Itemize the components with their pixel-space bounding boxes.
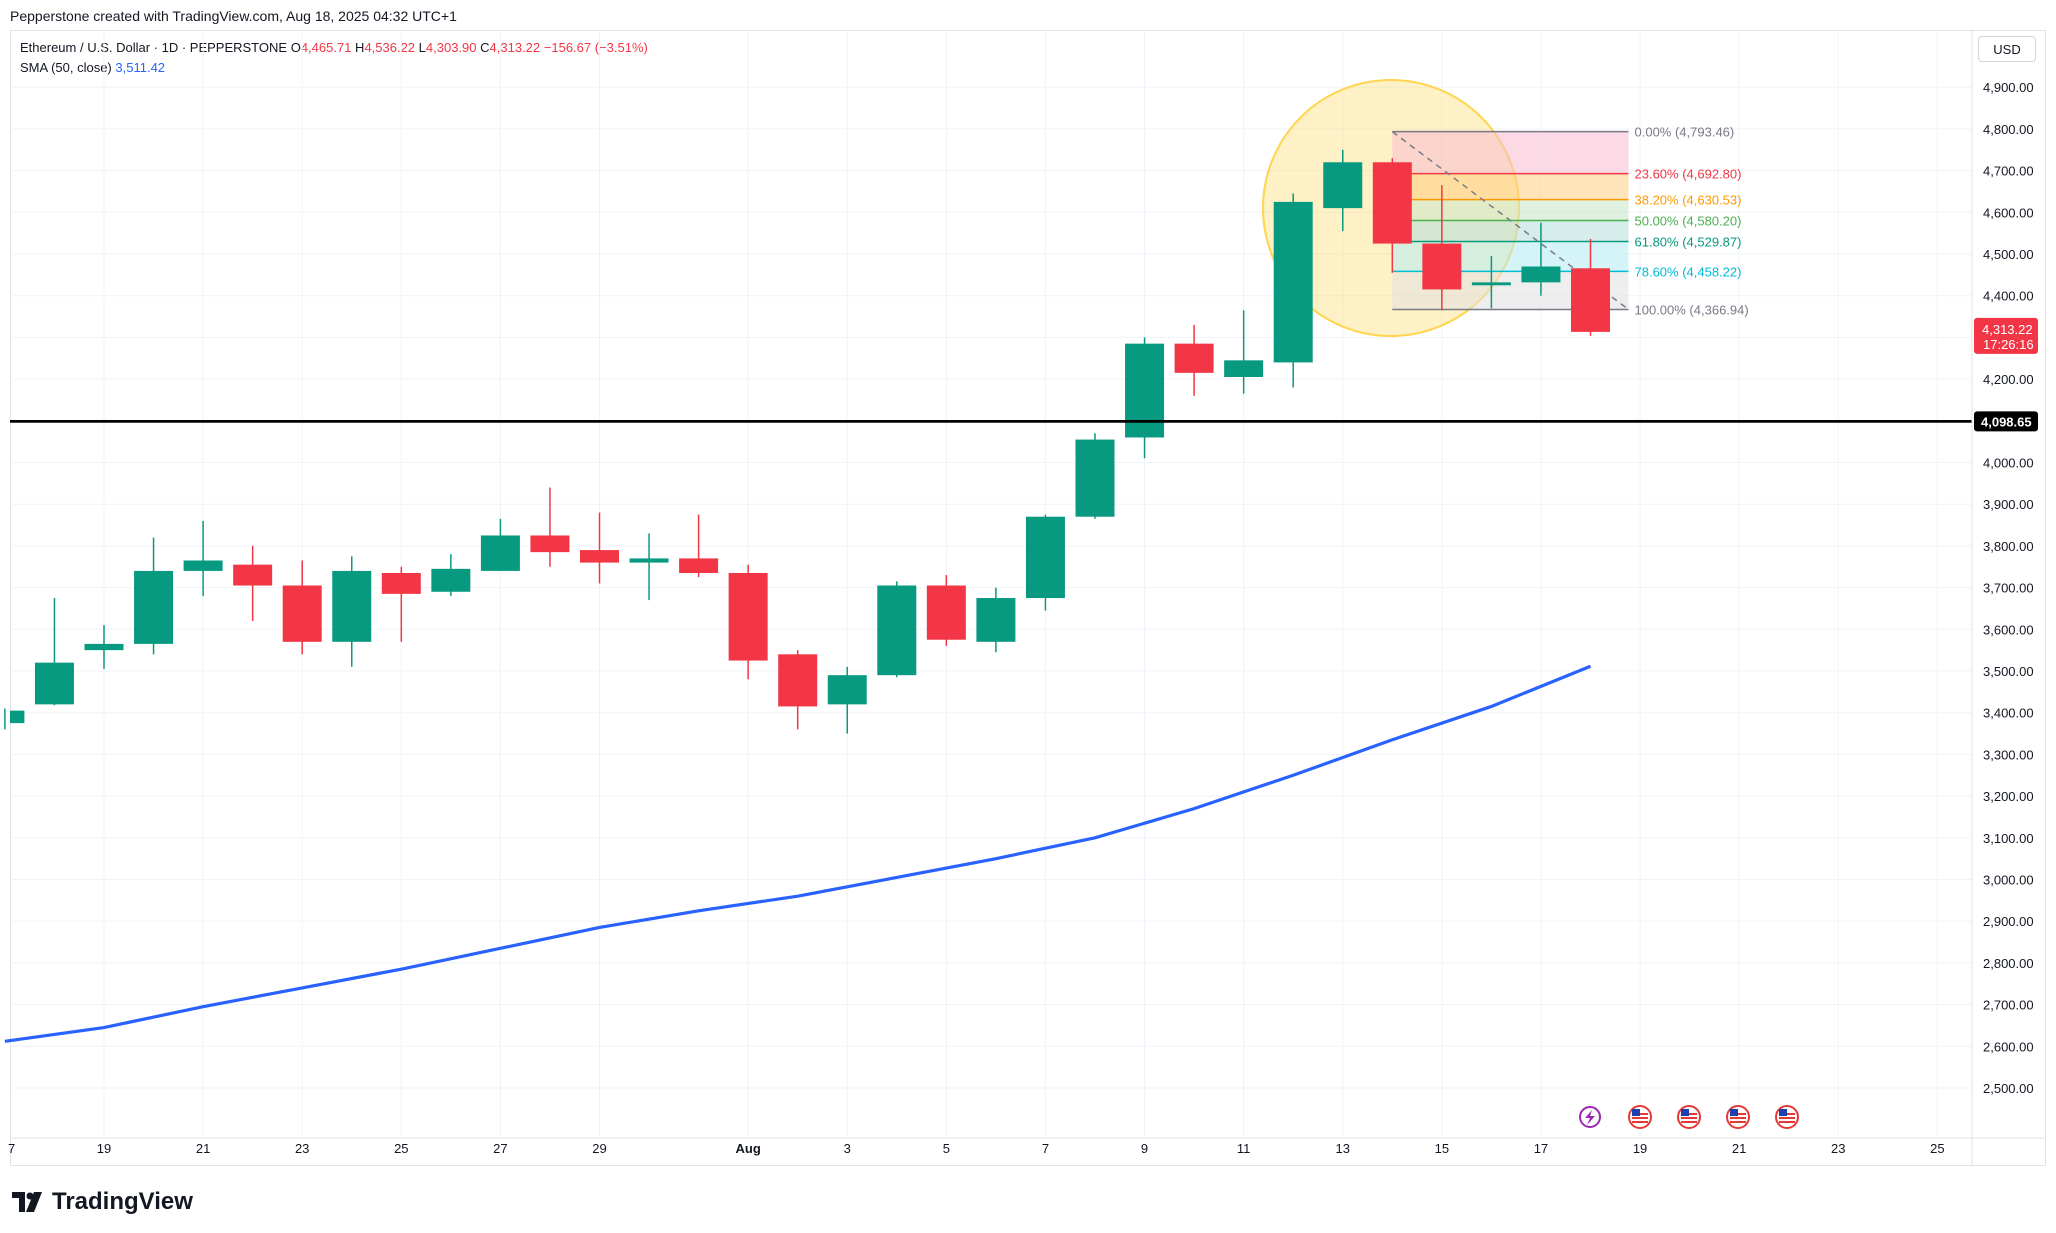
open-value: 4,465.71	[300, 40, 352, 55]
tradingview-logo[interactable]: TradingView	[12, 1188, 193, 1216]
high-value: 4,536.22	[364, 40, 416, 55]
sma-value: 3,511.42	[115, 60, 166, 75]
open-label: O	[290, 40, 301, 55]
chart-legend: Ethereum / U.S. Dollar · 1D · PEPPERSTON…	[20, 38, 648, 78]
high-label: H	[355, 40, 365, 55]
change-value: −156.67 (−3.51%)	[543, 40, 648, 55]
tv-logo-icon	[12, 1192, 42, 1212]
ohlc-values: O4,465.71 H4,536.22 L4,303.90 C4,313.22 …	[291, 40, 648, 55]
low-value: 4,303.90	[425, 40, 477, 55]
close-value: 4,313.22	[489, 40, 541, 55]
low-label: L	[418, 40, 426, 55]
chart-frame[interactable]	[10, 30, 2046, 1166]
chart-credit: Pepperstone created with TradingView.com…	[10, 8, 457, 24]
logo-text: TradingView	[52, 1188, 193, 1215]
currency-button[interactable]: USD	[1978, 36, 2036, 62]
close-label: C	[480, 40, 490, 55]
sma-label[interactable]: SMA (50, close)	[20, 60, 112, 75]
symbol-title[interactable]: Ethereum / U.S. Dollar · 1D · PEPPERSTON…	[20, 40, 288, 55]
